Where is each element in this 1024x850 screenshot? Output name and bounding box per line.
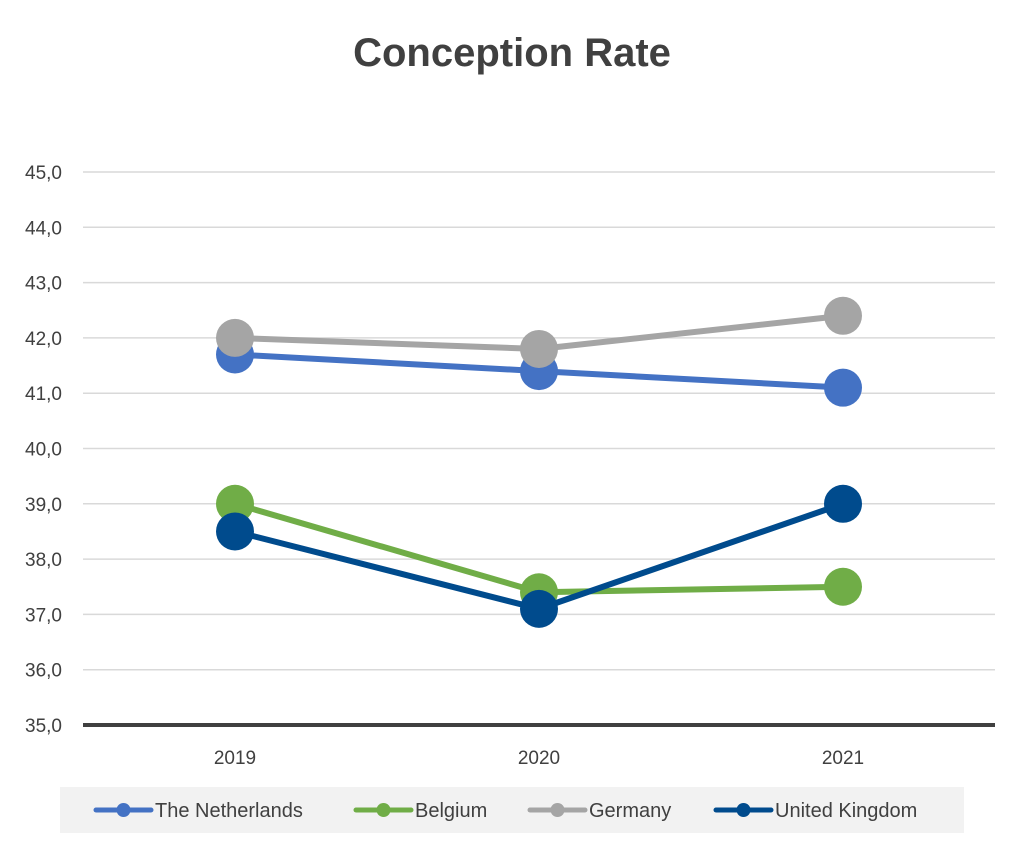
legend-marker-united-kingdom xyxy=(736,803,751,817)
y-tick-label: 43,0 xyxy=(25,274,62,295)
y-tick-label: 39,0 xyxy=(25,495,62,516)
gridlines xyxy=(83,171,995,727)
legend-label-the-netherlands: The Netherlands xyxy=(155,800,303,822)
y-tick-label: 41,0 xyxy=(25,384,62,405)
legend-marker-the-netherlands xyxy=(116,803,131,817)
y-tick-label: 44,0 xyxy=(25,218,62,239)
data-point-united-kingdom xyxy=(520,589,558,628)
y-tick-label: 36,0 xyxy=(25,661,62,682)
x-tick-label: 2019 xyxy=(214,748,256,769)
y-tick-label: 45,0 xyxy=(25,163,62,184)
data-point-the-netherlands xyxy=(824,368,862,407)
legend-marker-belgium xyxy=(376,803,391,817)
x-tick-label: 2021 xyxy=(822,748,864,769)
x-axis: 2019 2020 2021 xyxy=(214,748,864,769)
legend-background xyxy=(60,787,964,833)
data-point-belgium xyxy=(824,567,862,606)
legend-marker-germany xyxy=(550,803,565,817)
legend-label-united-kingdom: United Kingdom xyxy=(775,800,917,822)
data-point-united-kingdom xyxy=(216,512,254,551)
data-point-belgium xyxy=(216,484,254,523)
data-point-germany xyxy=(824,296,862,335)
legend: The Netherlands Belgium Germany United King… xyxy=(60,787,964,833)
y-tick-label: 40,0 xyxy=(25,440,62,461)
y-tick-label: 38,0 xyxy=(25,550,62,571)
legend-label-belgium: Belgium xyxy=(415,800,487,822)
data-point-united-kingdom xyxy=(824,484,862,523)
legend-label-germany: Germany xyxy=(589,800,671,822)
y-tick-label: 37,0 xyxy=(25,605,62,626)
series-layer xyxy=(216,296,862,628)
x-tick-label: 2020 xyxy=(518,748,560,769)
y-axis: 35,0 36,0 37,0 38,0 39,0 40,0 41,0 42,0 43,0 44,0… xyxy=(25,163,62,737)
y-tick-label: 35,0 xyxy=(25,716,62,737)
data-point-germany xyxy=(520,329,558,368)
chart-title: Conception Rate xyxy=(353,31,671,75)
y-tick-label: 42,0 xyxy=(25,329,62,350)
data-point-germany xyxy=(216,318,254,357)
